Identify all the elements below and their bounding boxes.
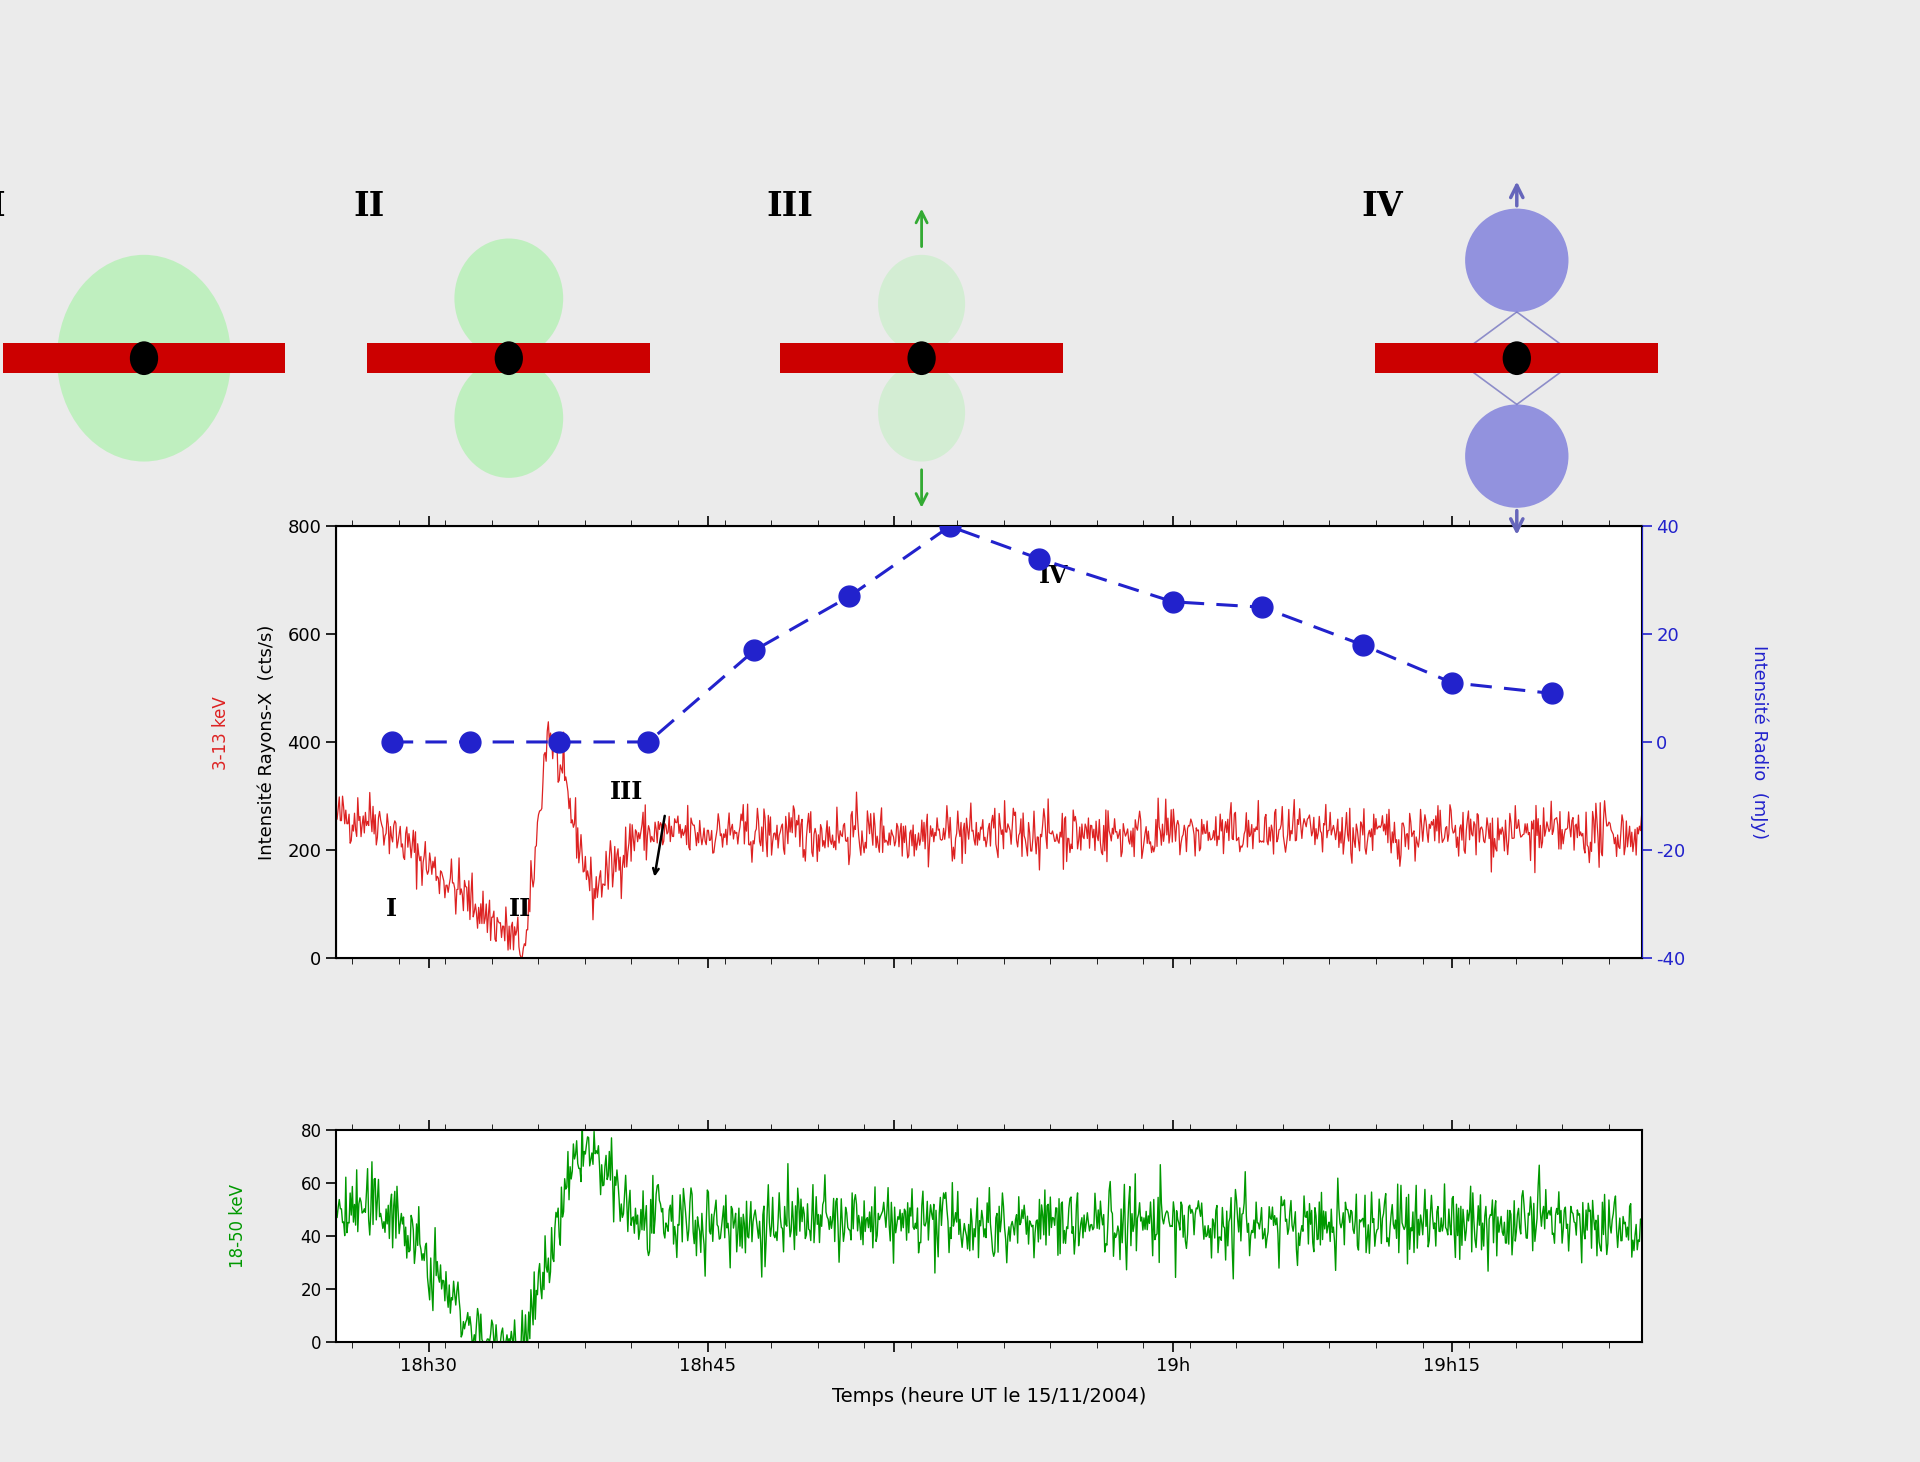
Text: III: III: [766, 190, 814, 222]
Ellipse shape: [877, 364, 966, 462]
Circle shape: [1465, 405, 1569, 507]
Text: 3-13 keV: 3-13 keV: [211, 696, 230, 770]
Bar: [1375, 344, 1659, 373]
Ellipse shape: [495, 341, 522, 376]
Bar: [367, 344, 651, 373]
Ellipse shape: [455, 238, 563, 358]
Text: III: III: [609, 779, 643, 804]
Y-axis label: Intensité Rayons-X  (cts/s): Intensité Rayons-X (cts/s): [257, 624, 276, 860]
Text: 18-50 keV: 18-50 keV: [228, 1184, 248, 1268]
Bar: [2, 344, 286, 373]
Ellipse shape: [877, 254, 966, 352]
Text: IV: IV: [1361, 190, 1404, 222]
Circle shape: [1465, 209, 1569, 311]
Ellipse shape: [455, 358, 563, 478]
Ellipse shape: [908, 341, 935, 376]
Text: II: II: [353, 190, 386, 222]
Text: II: II: [509, 896, 532, 921]
Text: IV: IV: [1039, 564, 1068, 588]
Ellipse shape: [131, 341, 157, 376]
X-axis label: Temps (heure UT le 15/11/2004): Temps (heure UT le 15/11/2004): [831, 1387, 1146, 1406]
Text: I: I: [0, 190, 4, 222]
Ellipse shape: [58, 254, 230, 462]
Y-axis label: Intensité Radio  (mJy): Intensité Radio (mJy): [1751, 645, 1768, 839]
Text: I: I: [386, 896, 397, 921]
Ellipse shape: [1503, 341, 1530, 376]
Bar: [780, 344, 1064, 373]
